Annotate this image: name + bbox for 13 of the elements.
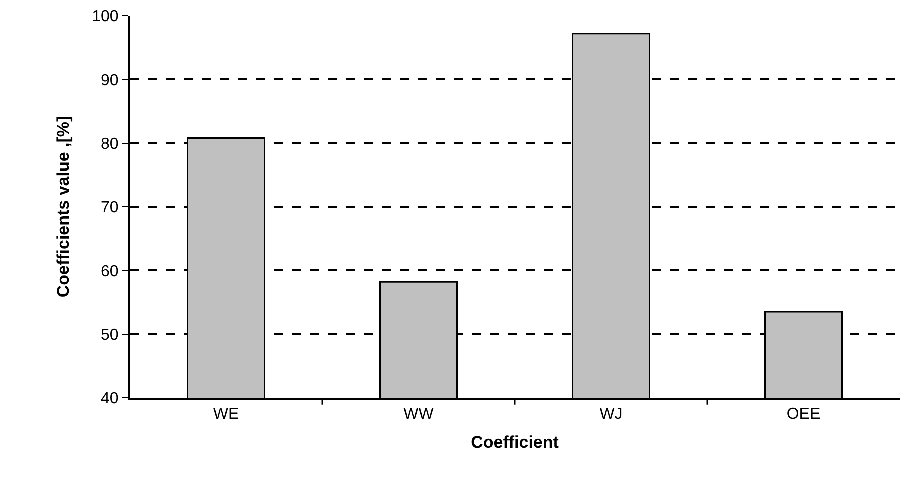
x-axis-title: Coefficient: [471, 433, 560, 452]
x-tick-label: OEE: [786, 406, 821, 424]
y-axis-title: Coefficients value ,[%]: [54, 116, 74, 298]
y-tick-label: 80: [101, 136, 119, 153]
x-tick-label: WW: [404, 406, 435, 424]
y-tick-label: 60: [101, 263, 119, 280]
x-tick-label: WE: [213, 406, 240, 424]
y-tick-label: 100: [92, 8, 119, 26]
y-tick-label: 90: [101, 72, 119, 90]
y-tick-label: 70: [101, 200, 119, 217]
y-tick-label: 50: [101, 326, 119, 344]
x-tick-label: WJ: [600, 406, 623, 424]
y-tick-label: 40: [101, 390, 119, 408]
